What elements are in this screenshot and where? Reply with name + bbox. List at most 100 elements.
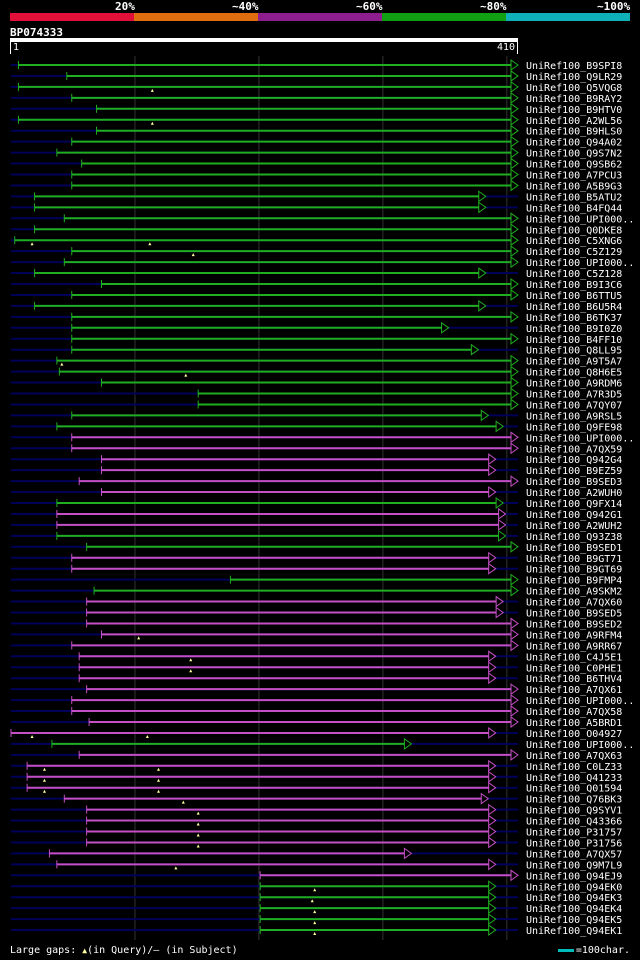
hit-row[interactable]: UniRef100_A2WL56	[11, 113, 622, 127]
hit-row[interactable]: UniRef100_C5XNG6	[11, 234, 622, 247]
hit-label-link[interactable]: UniRef100_Q942G4	[526, 455, 622, 466]
hit-label-link[interactable]: UniRef100_Q41233	[526, 773, 622, 784]
hit-row[interactable]: UniRef100_Q94EK3	[11, 891, 622, 904]
hit-label-link[interactable]: UniRef100_A5BRD1	[526, 718, 622, 729]
hit-label-link[interactable]: UniRef100_B4FF10	[526, 335, 622, 346]
hit-label-link[interactable]: UniRef100_P31756	[526, 838, 622, 849]
hit-row[interactable]: UniRef100_B9HLS0	[11, 124, 622, 138]
hit-label-link[interactable]: UniRef100_B6TK37	[526, 313, 622, 324]
hit-row[interactable]: UniRef100_Q94EK1	[11, 924, 622, 937]
hit-row[interactable]: UniRef100_Q94EK0	[11, 880, 622, 893]
hit-label-link[interactable]: UniRef100_Q94EJ9	[526, 871, 622, 882]
hit-row[interactable]: UniRef100_A2WUH2	[11, 518, 622, 532]
hit-row[interactable]: UniRef100_B9SED5	[11, 606, 622, 620]
hit-row[interactable]: UniRef100_Q942G4	[11, 453, 622, 466]
hit-label-link[interactable]: UniRef100_UPI000..	[526, 696, 634, 707]
hit-row[interactable]: UniRef100_B4FF10	[11, 332, 622, 346]
hit-row[interactable]: UniRef100_A9T5A7	[11, 354, 622, 368]
hit-row[interactable]: UniRef100_B6TTU5	[11, 288, 622, 302]
hit-row[interactable]: UniRef100_UPI000..	[11, 737, 634, 751]
hit-label-link[interactable]: UniRef100_A2WUH2	[526, 521, 622, 532]
hit-label-link[interactable]: UniRef100_B9GT69	[526, 565, 622, 576]
hit-label-link[interactable]: UniRef100_Q8H6E5	[526, 368, 622, 379]
hit-label-link[interactable]: UniRef100_A7R3D5	[526, 390, 622, 401]
hit-label-link[interactable]: UniRef100_B6TTU5	[526, 291, 622, 302]
hit-row[interactable]: UniRef100_A7QX61	[11, 683, 622, 696]
hit-row[interactable]: UniRef100_B4FQ44	[11, 201, 622, 214]
hit-row[interactable]: UniRef100_B9SED2	[11, 617, 622, 630]
hit-row[interactable]: UniRef100_B6U5R4	[11, 299, 622, 313]
hit-row[interactable]: UniRef100_B9I3C6	[11, 278, 622, 291]
hit-label-link[interactable]: UniRef100_B6THV4	[526, 674, 622, 685]
hit-label-link[interactable]: UniRef100_A9RFM4	[526, 630, 622, 641]
hit-label-link[interactable]: UniRef100_C5Z128	[526, 269, 622, 280]
hit-label-link[interactable]: UniRef100_Q9S7N2	[526, 149, 622, 160]
hit-label-link[interactable]: UniRef100_Q94EK4	[526, 904, 622, 915]
hit-row[interactable]: UniRef100_B9EZ59	[11, 464, 622, 477]
hit-row[interactable]: UniRef100_C4J5E1	[11, 650, 622, 663]
hit-label-link[interactable]: UniRef100_UPI000..	[526, 258, 634, 269]
hit-row[interactable]: UniRef100_A7QX58	[11, 705, 622, 718]
hit-label-link[interactable]: UniRef100_C4J5E1	[526, 652, 622, 663]
hit-row[interactable]: UniRef100_Q94EK4	[11, 902, 622, 915]
hit-label-link[interactable]: UniRef100_Q94EK0	[526, 882, 622, 893]
hit-label-link[interactable]: UniRef100_Q01594	[526, 784, 622, 795]
hit-label-link[interactable]: UniRef100_A9SKM2	[526, 587, 622, 598]
hit-row[interactable]: UniRef100_Q9M7L9	[11, 858, 622, 871]
hit-label-link[interactable]: UniRef100_Q9LR29	[526, 72, 622, 83]
hit-label-link[interactable]: UniRef100_B9SED5	[526, 609, 622, 620]
hit-row[interactable]: UniRef100_A5B9G3	[11, 179, 622, 192]
hit-row[interactable]: UniRef100_B6THV4	[11, 672, 622, 685]
hit-label-link[interactable]: UniRef100_O04927	[526, 729, 622, 740]
hit-row[interactable]: UniRef100_P31756	[11, 836, 622, 849]
hit-label-link[interactable]: UniRef100_Q94A02	[526, 138, 622, 149]
hit-label-link[interactable]: UniRef100_A7QX58	[526, 707, 622, 718]
hit-row[interactable]: UniRef100_Q9SYV1	[11, 803, 622, 817]
hit-label-link[interactable]: UniRef100_B9SED2	[526, 619, 622, 630]
hit-row[interactable]: UniRef100_A7QX63	[11, 748, 622, 762]
hit-label-link[interactable]: UniRef100_B9FMP4	[526, 576, 622, 587]
hit-row[interactable]: UniRef100_C5Z129	[11, 245, 622, 258]
hit-label-link[interactable]: UniRef100_UPI000..	[526, 214, 634, 225]
hit-row[interactable]: UniRef100_Q942G1	[11, 507, 622, 521]
hit-label-link[interactable]: UniRef100_B9I3C6	[526, 280, 622, 291]
hit-label-link[interactable]: UniRef100_A9T5A7	[526, 357, 622, 368]
hit-label-link[interactable]: UniRef100_A7QY07	[526, 400, 622, 411]
hit-row[interactable]: UniRef100_B9SED1	[11, 540, 622, 554]
hit-row[interactable]: UniRef100_UPI000..	[11, 212, 634, 225]
hit-row[interactable]: UniRef100_Q8H6E5	[11, 365, 622, 379]
hit-row[interactable]: UniRef100_P31757	[11, 825, 622, 839]
hit-row[interactable]: UniRef100_Q94A02	[11, 135, 622, 149]
hit-row[interactable]: UniRef100_Q9S7N2	[11, 146, 622, 160]
hit-row[interactable]: UniRef100_A9RFM4	[11, 628, 622, 641]
hit-label-link[interactable]: UniRef100_B9EZ59	[526, 466, 622, 477]
hit-label-link[interactable]: UniRef100_A7QX61	[526, 685, 622, 696]
hit-label-link[interactable]: UniRef100_A2WL56	[526, 116, 622, 127]
hit-label-link[interactable]: UniRef100_UPI000..	[526, 433, 634, 444]
hit-label-link[interactable]: UniRef100_Q9SYV1	[526, 806, 622, 817]
hit-label-link[interactable]: UniRef100_B4FQ44	[526, 203, 622, 214]
hit-label-link[interactable]: UniRef100_C5XNG6	[526, 236, 622, 247]
hit-row[interactable]: UniRef100_B9GT71	[11, 551, 622, 565]
hit-label-link[interactable]: UniRef100_A7QX63	[526, 751, 622, 762]
hit-row[interactable]: UniRef100_Q9FE98	[11, 420, 622, 433]
hit-row[interactable]: UniRef100_Q9LR29	[11, 69, 622, 83]
hit-row[interactable]: UniRef100_Q0DKE8	[11, 223, 622, 236]
hit-label-link[interactable]: UniRef100_B9GT71	[526, 554, 622, 565]
hit-label-link[interactable]: UniRef100_C5Z129	[526, 247, 622, 258]
hit-label-link[interactable]: UniRef100_Q9FE98	[526, 422, 622, 433]
hit-label-link[interactable]: UniRef100_B9SED3	[526, 477, 622, 488]
hit-row[interactable]: UniRef100_A7PCU3	[11, 168, 622, 182]
hit-label-link[interactable]: UniRef100_Q93Z38	[526, 532, 622, 543]
hit-label-link[interactable]: UniRef100_Q9FX14	[526, 499, 622, 510]
hit-row[interactable]: UniRef100_B9HTV0	[11, 102, 622, 116]
hit-row[interactable]: UniRef100_A2WUH0	[11, 486, 622, 499]
hit-row[interactable]: UniRef100_A5BRD1	[11, 716, 622, 729]
hit-row[interactable]: UniRef100_B9RAY2	[11, 91, 622, 105]
hit-row[interactable]: UniRef100_Q94EJ9	[11, 869, 622, 882]
hit-label-link[interactable]: UniRef100_Q94EK1	[526, 926, 622, 937]
hit-row[interactable]: UniRef100_Q9SB62	[11, 157, 622, 171]
hit-row[interactable]: UniRef100_C5Z128	[11, 267, 622, 280]
hit-row[interactable]: UniRef100_UPI000..	[11, 256, 634, 269]
hit-row[interactable]: UniRef100_A7QY07	[11, 398, 622, 411]
